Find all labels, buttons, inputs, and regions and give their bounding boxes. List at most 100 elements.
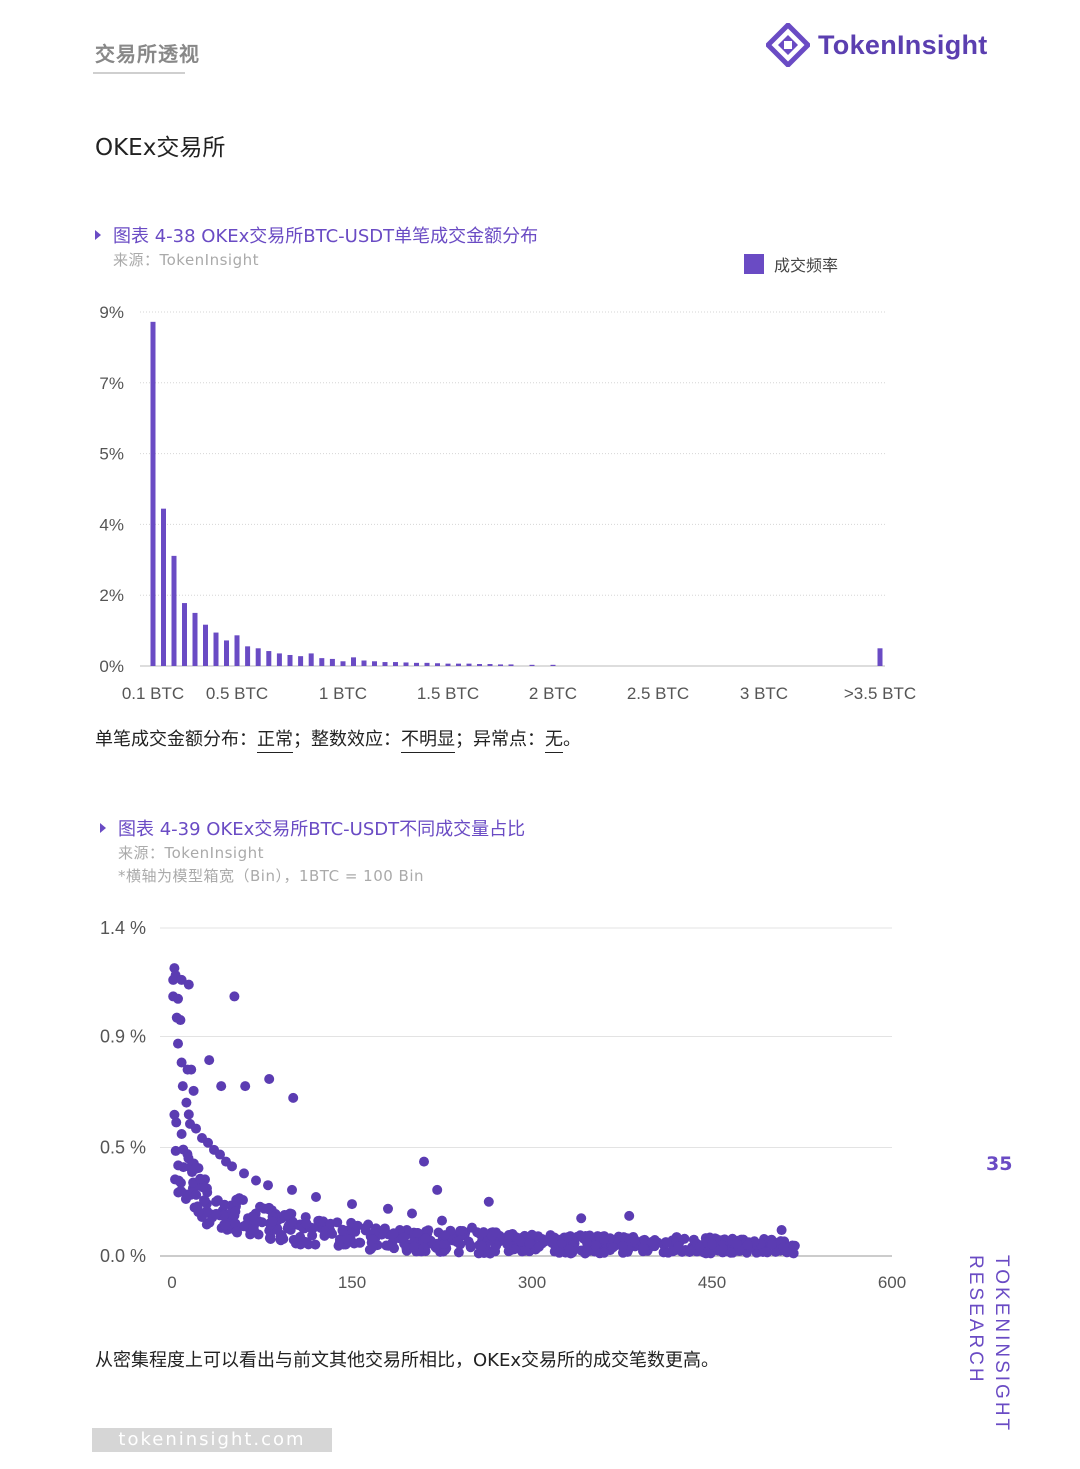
scatter-point (239, 1168, 249, 1179)
scatter-point (176, 974, 187, 985)
scatter-point (717, 1243, 728, 1254)
bar (487, 664, 493, 666)
scatter-point (401, 1243, 412, 1254)
scatter-point (173, 1038, 183, 1049)
scatter-point (265, 1234, 276, 1245)
bar (877, 648, 883, 666)
bar (414, 662, 419, 666)
y-tick-label: 2% (99, 586, 124, 605)
scatter-point (195, 1173, 206, 1184)
scatter-point (204, 1055, 215, 1066)
legend-label: 成交频率 (774, 256, 839, 275)
scatter-point (352, 1220, 363, 1231)
bar (266, 651, 272, 666)
bar (234, 635, 240, 666)
scatter-point (707, 1239, 717, 1250)
scatter-point (177, 1081, 188, 1092)
scatter-point (547, 1237, 558, 1248)
scatter-point (647, 1236, 657, 1247)
scatter-point (325, 1218, 336, 1229)
page-number: 35 (986, 1153, 1013, 1175)
chart1-legend: 成交频率 (744, 252, 838, 276)
side-brand-line1: TOKENINSIGHT (991, 1255, 1012, 1434)
scatter-point (201, 1219, 212, 1230)
scatter-point (288, 1092, 299, 1103)
note-value: 不明显 (401, 729, 455, 753)
scatter-point (178, 1162, 189, 1173)
scatter-point (563, 1232, 573, 1243)
scatter-point (533, 1241, 544, 1252)
bar (245, 646, 251, 666)
scatter-point (608, 1242, 619, 1253)
scatter-point (731, 1238, 742, 1249)
scatter-point (347, 1199, 357, 1210)
footer-url[interactable]: tokeninsight.com (92, 1428, 332, 1452)
chart2-title-text: 图表 4-39 OKEx交易所BTC-USDT不同成交量占比 (118, 819, 526, 840)
scatter-point (263, 1180, 273, 1191)
scatter-point (173, 993, 183, 1004)
scatter-point (383, 1203, 393, 1214)
bar (550, 664, 556, 666)
scatter-point (311, 1192, 321, 1203)
scatter-point (257, 1217, 268, 1228)
scatter-point (599, 1247, 610, 1258)
scatter-point (220, 1220, 231, 1231)
caret-right-icon (100, 823, 106, 833)
scatter-point (176, 1128, 187, 1139)
scatter-point (282, 1209, 293, 1220)
chart2-title: 图表 4-39 OKEx交易所BTC-USDT不同成交量占比 (100, 815, 525, 841)
note-label: ；整数效应： (293, 729, 401, 750)
scatter-point (758, 1247, 769, 1258)
chart2-footnote: *横轴为模型箱宽（Bin），1BTC = 100 Bin (118, 867, 425, 885)
x-tick-label: 1 BTC (319, 684, 367, 703)
scatter-point (216, 1081, 227, 1092)
scatter-point (476, 1240, 487, 1251)
section-title: 交易所透视 (95, 42, 200, 66)
bar-chart: 0% 2% 4% 5% 7% 9% 0.1 BTC 0.5 BTC 1 BTC 1.5 BTC 2 … (99, 303, 916, 703)
bar (276, 653, 282, 666)
scatter-point (432, 1184, 443, 1195)
scatter-point (183, 1109, 194, 1120)
scatter-point (407, 1208, 417, 1219)
scatter-point (379, 1223, 390, 1234)
brand-name: TokenInsight (818, 29, 988, 60)
bar (361, 660, 367, 666)
scatter-point (527, 1229, 537, 1240)
scatter-point (275, 1229, 286, 1240)
scatter-point (778, 1242, 789, 1253)
y-tick-label: 7% (99, 374, 124, 393)
bar (182, 603, 187, 666)
bar (372, 661, 377, 666)
scatter-point (520, 1245, 531, 1256)
scatter-point (173, 1175, 184, 1186)
x-tick-label: 2 BTC (529, 684, 577, 703)
chart1-title-text: 图表 4-38 OKEx交易所BTC-USDT单笔成交金额分布 (113, 226, 539, 247)
scatter-point (590, 1240, 601, 1251)
bar (192, 612, 198, 666)
scatter-point (516, 1236, 527, 1247)
scatter-point (178, 1144, 189, 1155)
brand[interactable]: TokenInsight (766, 20, 988, 70)
scatter-point (367, 1234, 378, 1245)
bar (319, 658, 325, 666)
scatter-point (554, 1247, 565, 1258)
chart1-title: 图表 4-38 OKEx交易所BTC-USDT单笔成交金额分布 (95, 222, 538, 248)
bar (393, 662, 398, 666)
y-tick-label: 0.5 % (100, 1137, 146, 1157)
x-tick-label: >3.5 BTC (844, 684, 916, 703)
scatter-point (354, 1237, 365, 1248)
scatter-point (408, 1241, 419, 1252)
scatter-point (770, 1246, 781, 1257)
scatter-point (171, 1117, 182, 1128)
scatter-point (231, 1226, 242, 1237)
scatter-point (381, 1240, 392, 1251)
scatter-point (679, 1233, 690, 1244)
scatter-point (463, 1236, 474, 1247)
scatter-point (176, 1186, 187, 1197)
scatter-point (367, 1241, 378, 1252)
scatter-point (287, 1184, 297, 1195)
note-value: 正常 (257, 729, 293, 753)
scatter-point (663, 1247, 674, 1258)
bar (508, 664, 514, 666)
scatter-point (629, 1234, 640, 1245)
